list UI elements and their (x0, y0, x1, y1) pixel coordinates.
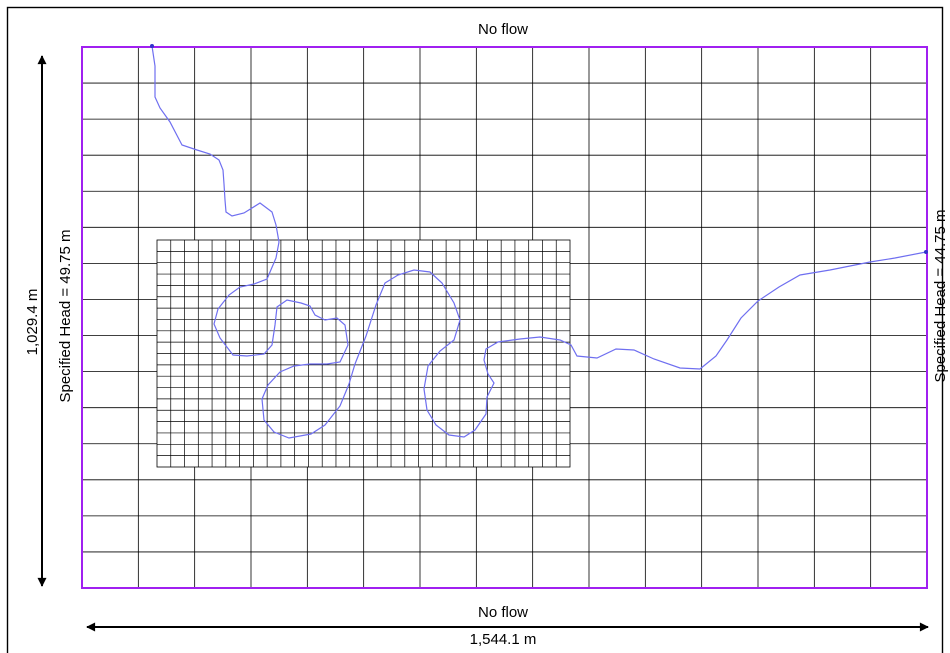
river-start-node (150, 44, 154, 48)
figure-frame (6, 6, 944, 653)
left-boundary-label: Specified Head = 49.75 m (57, 229, 74, 402)
refined-grid (156, 239, 571, 468)
width-dimension-label: 1,544.1 m (470, 631, 537, 648)
river-end-node (924, 250, 928, 254)
height-dimension-label: 1,029.4 m (24, 289, 41, 356)
bottom-boundary-label: No flow (478, 604, 528, 621)
model-domain-boundary (81, 46, 928, 589)
top-boundary-label: No flow (478, 21, 528, 38)
river-line (151, 45, 927, 439)
right-boundary-label: Specified Head = 44.75 m (932, 209, 949, 382)
